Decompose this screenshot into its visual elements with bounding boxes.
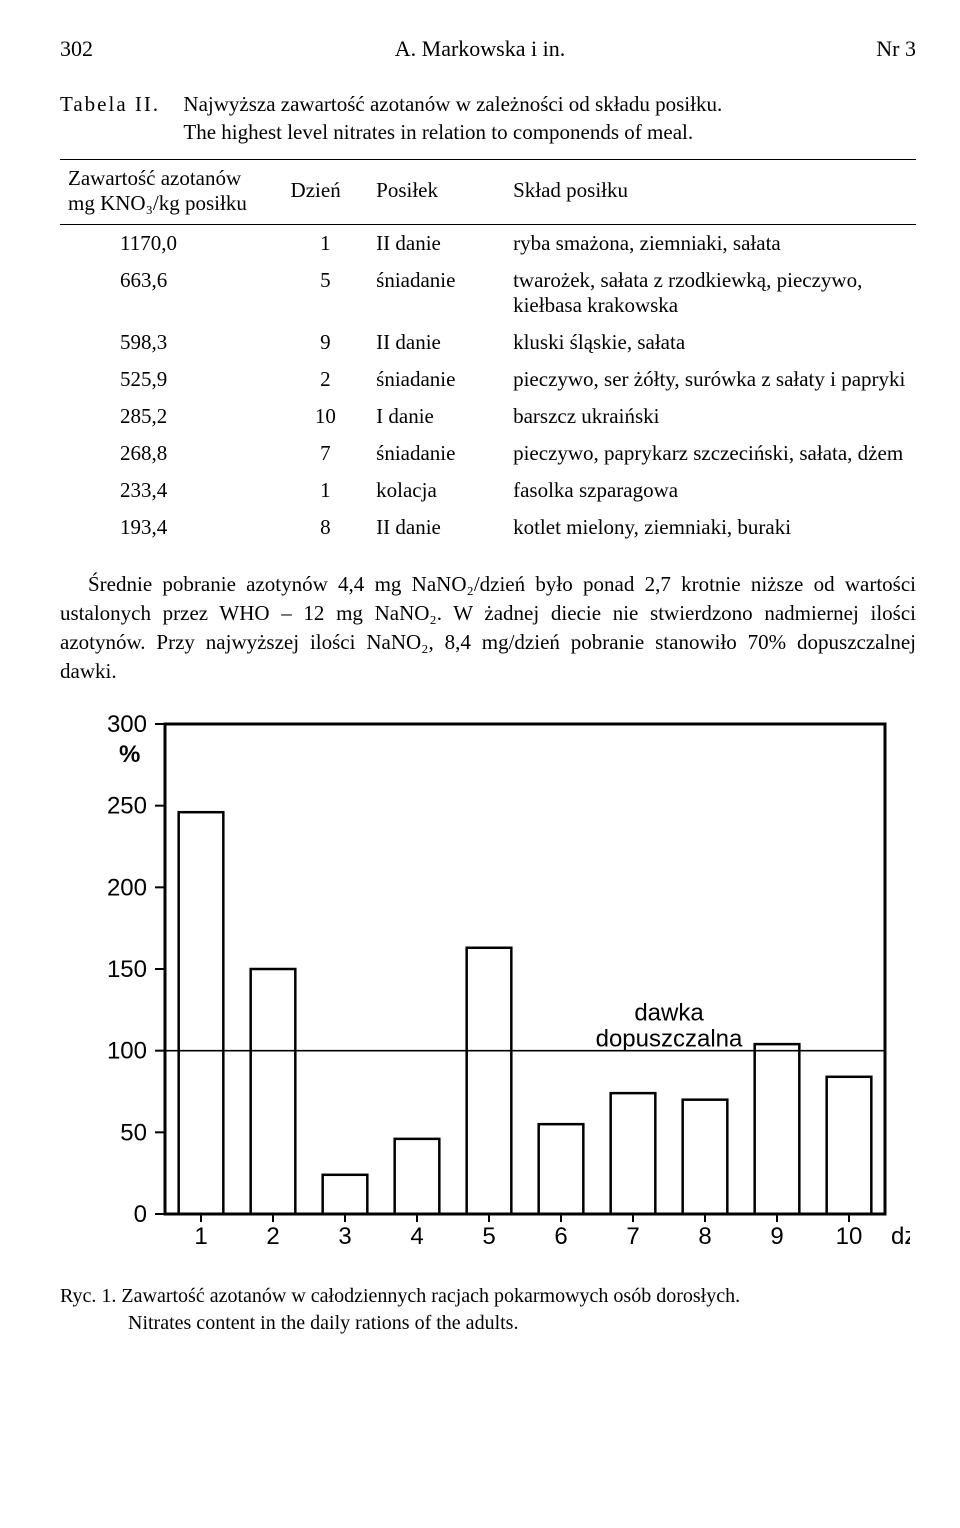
cell-day: 7 xyxy=(283,435,369,472)
cell-day: 5 xyxy=(283,262,369,324)
bar xyxy=(179,812,224,1214)
cell-day: 1 xyxy=(283,472,369,509)
cell-meal: śniadanie xyxy=(368,361,505,398)
col-header-comp: Skład posiłku xyxy=(505,159,916,224)
col-header-value-line1: Zawartość azotanów xyxy=(68,166,241,190)
bar xyxy=(755,1044,800,1214)
cell-day: 1 xyxy=(283,224,369,262)
cell-meal: śniadanie xyxy=(368,262,505,324)
svg-text:1: 1 xyxy=(194,1223,207,1250)
svg-text:dopuszczalna: dopuszczalna xyxy=(596,1025,743,1052)
bar xyxy=(827,1076,872,1213)
svg-text:5: 5 xyxy=(482,1223,495,1250)
cell-comp: ryba smażona, ziemniaki, sałata xyxy=(505,224,916,262)
running-title: A. Markowska i in. xyxy=(0,36,960,62)
col-header-value-line2: mg KNO₃/kg posiłku xyxy=(68,191,247,215)
cell-meal: II danie xyxy=(368,324,505,361)
figure-caption: Ryc. 1. Zawartość azotanów w całodzienny… xyxy=(60,1283,916,1337)
cell-meal: śniadanie xyxy=(368,435,505,472)
cell-comp: kotlet mielony, ziemniaki, buraki xyxy=(505,509,916,546)
table-row: 285,210I daniebarszcz ukraiński xyxy=(60,398,916,435)
cell-value: 663,6 xyxy=(60,262,283,324)
cell-meal: kolacja xyxy=(368,472,505,509)
table-row: 193,48II daniekotlet mielony, ziemniaki,… xyxy=(60,509,916,546)
cell-value: 193,4 xyxy=(60,509,283,546)
cell-comp: twarożek, sałata z rzodkiewką, pieczywo,… xyxy=(505,262,916,324)
svg-text:%: % xyxy=(119,741,140,768)
svg-text:250: 250 xyxy=(107,792,147,819)
data-table: Zawartość azotanów mg KNO₃/kg posiłku Dz… xyxy=(60,159,916,546)
svg-text:dawka: dawka xyxy=(634,999,704,1026)
col-header-meal: Posiłek xyxy=(368,159,505,224)
cell-value: 233,4 xyxy=(60,472,283,509)
table-caption-pl: Najwyższa zawartość azotanów w zależnośc… xyxy=(183,92,722,116)
bar xyxy=(323,1174,368,1213)
figure-label: Ryc. 1. xyxy=(60,1285,116,1307)
svg-text:8: 8 xyxy=(698,1223,711,1250)
cell-meal: I danie xyxy=(368,398,505,435)
cell-comp: fasolka szparagowa xyxy=(505,472,916,509)
cell-comp: pieczywo, ser żółty, surówka z sałaty i … xyxy=(505,361,916,398)
bar xyxy=(683,1099,728,1213)
cell-day: 2 xyxy=(283,361,369,398)
cell-comp: pieczywo, paprykarz szczeciński, sałata,… xyxy=(505,435,916,472)
table-row: 598,39II daniekluski śląskie, sałata xyxy=(60,324,916,361)
svg-text:0: 0 xyxy=(134,1201,147,1228)
cell-meal: II danie xyxy=(368,509,505,546)
svg-text:10: 10 xyxy=(836,1223,863,1250)
bar xyxy=(539,1124,584,1214)
table-row: 268,87śniadaniepieczywo, paprykarz szcze… xyxy=(60,435,916,472)
cell-value: 525,9 xyxy=(60,361,283,398)
svg-text:dzień: dzień xyxy=(891,1223,910,1250)
cell-meal: II danie xyxy=(368,224,505,262)
body-paragraph: Średnie pobranie azotynów 4,4 mg NaNO₂/d… xyxy=(60,570,916,686)
figure-caption-en: Nitrates content in the daily rations of… xyxy=(128,1310,916,1337)
figure-caption-pl: Zawartość azotanów w całodziennych racja… xyxy=(121,1285,740,1307)
svg-text:50: 50 xyxy=(120,1119,147,1146)
cell-value: 268,8 xyxy=(60,435,283,472)
cell-value: 285,2 xyxy=(60,398,283,435)
page-number: 302 xyxy=(60,36,93,62)
bar xyxy=(251,969,296,1214)
table-row: 233,41kolacjafasolka szparagowa xyxy=(60,472,916,509)
cell-day: 10 xyxy=(283,398,369,435)
cell-comp: barszcz ukraiński xyxy=(505,398,916,435)
bar-chart: 0 50 100 150 200 250 300% 1 2 3 4 5 6 7 8 9 10 dzień dawka… xyxy=(70,704,916,1269)
table-row: 663,65śniadanietwarożek, sałata z rzodki… xyxy=(60,262,916,324)
svg-text:2: 2 xyxy=(266,1223,279,1250)
svg-text:3: 3 xyxy=(338,1223,351,1250)
svg-text:4: 4 xyxy=(410,1223,423,1250)
svg-text:150: 150 xyxy=(107,956,147,983)
cell-day: 8 xyxy=(283,509,369,546)
svg-text:200: 200 xyxy=(107,874,147,901)
issue-number: Nr 3 xyxy=(876,36,916,62)
table-caption: Tabela II. Najwyższa zawartość azotanów … xyxy=(60,90,916,147)
svg-text:6: 6 xyxy=(554,1223,567,1250)
running-head: 302 A. Markowska i in. Nr 3 xyxy=(60,36,916,62)
bar xyxy=(467,947,512,1213)
table-row: 1170,01II danieryba smażona, ziemniaki, … xyxy=(60,224,916,262)
svg-text:100: 100 xyxy=(107,1037,147,1064)
svg-text:7: 7 xyxy=(626,1223,639,1250)
cell-value: 1170,0 xyxy=(60,224,283,262)
bar xyxy=(395,1138,440,1213)
col-header-value: Zawartość azotanów mg KNO₃/kg posiłku xyxy=(60,159,283,224)
bar xyxy=(611,1093,656,1214)
table-row: 525,92śniadaniepieczywo, ser żółty, suró… xyxy=(60,361,916,398)
svg-text:9: 9 xyxy=(770,1223,783,1250)
cell-comp: kluski śląskie, sałata xyxy=(505,324,916,361)
page: 302 A. Markowska i in. Nr 3 Tabela II. N… xyxy=(0,0,960,1528)
table-label: Tabela II. xyxy=(60,92,160,116)
cell-value: 598,3 xyxy=(60,324,283,361)
col-header-day: Dzień xyxy=(283,159,369,224)
table-caption-en: The highest level nitrates in relation t… xyxy=(183,120,693,144)
cell-day: 9 xyxy=(283,324,369,361)
svg-text:300: 300 xyxy=(107,711,147,738)
